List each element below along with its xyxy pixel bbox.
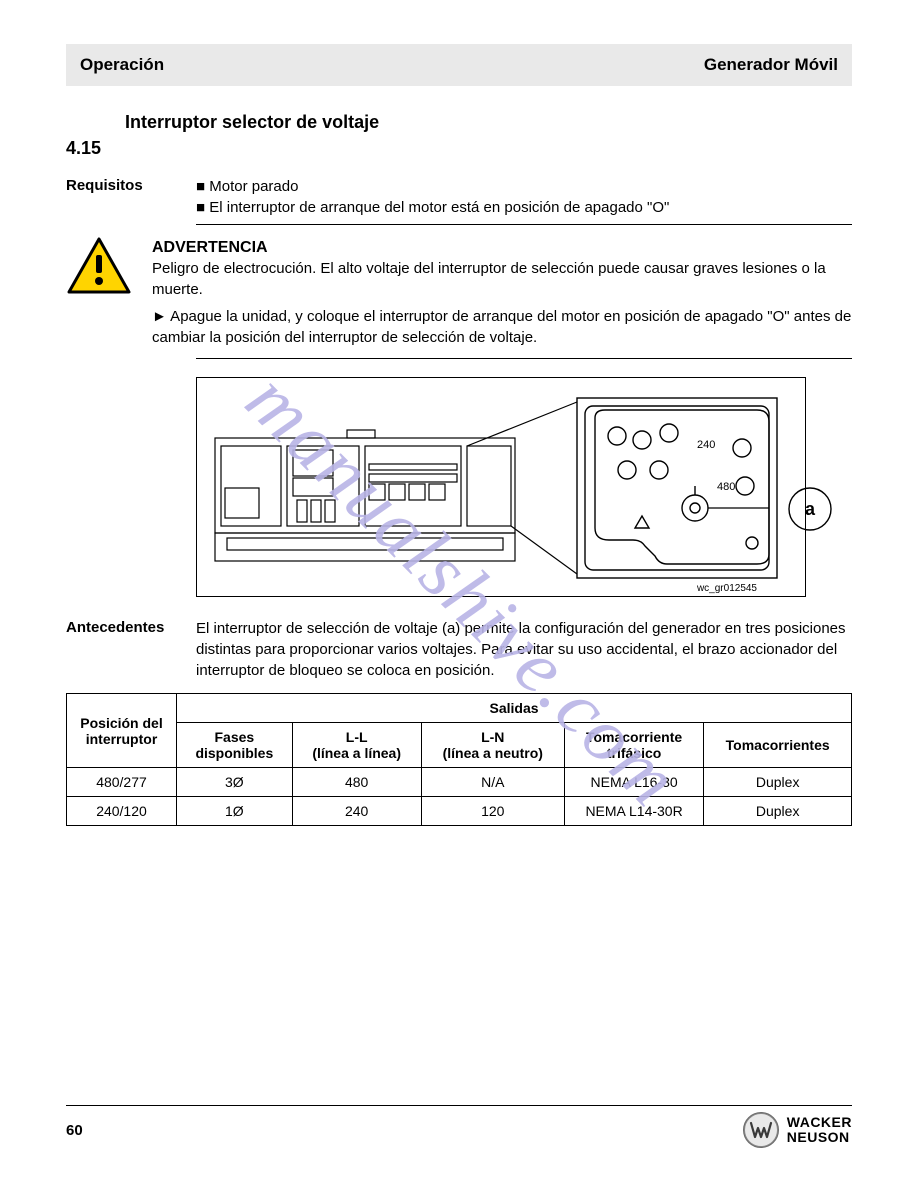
th-col: Tomacorrientes (704, 723, 852, 768)
section-heading: 4.15 Interruptor selector de voltaje (66, 112, 852, 159)
td: 240 (292, 797, 421, 826)
warning-action: ► Apague la unidad, y coloque el interru… (152, 307, 852, 348)
th-span: Salidas (177, 694, 852, 723)
td: 480/277 (67, 768, 177, 797)
brand-logo: WACKER NEUSON (743, 1112, 852, 1148)
requirements-block: Requisitos ■ Motor parado ■ El interrupt… (66, 177, 852, 218)
header-right: Generador Móvil (704, 55, 838, 75)
warning-triangle-icon (66, 237, 132, 295)
warning-body: ADVERTENCIA Peligro de electrocución. El… (152, 237, 852, 348)
td: N/A (421, 768, 564, 797)
background-text: El interruptor de selección de voltaje (… (196, 619, 852, 681)
section-number: 4.15 (66, 138, 101, 159)
brand-text: WACKER NEUSON (787, 1115, 852, 1144)
page-footer: 60 WACKER NEUSON (66, 1105, 852, 1148)
requirements-label: Requisitos (66, 177, 196, 218)
header-left: Operación (80, 55, 164, 75)
table-row: 480/277 3Ø 480 N/A NEMA L16-30 Duplex (67, 768, 852, 797)
callout-letter: a (787, 486, 833, 532)
warning-icon-box (66, 237, 152, 300)
req-item-1: El interruptor de arranque del motor est… (209, 199, 669, 216)
table-wrap: Posición del interruptor Salidas Fases d… (66, 693, 852, 826)
diagram-label-480: 480 (717, 481, 735, 493)
table-row: Posición del interruptor Salidas (67, 694, 852, 723)
td: 120 (421, 797, 564, 826)
list-item: ■ Motor parado (196, 177, 852, 198)
brand-line1: WACKER (787, 1115, 852, 1130)
background-block: Antecedentes El interruptor de selección… (66, 619, 852, 681)
divider (196, 358, 852, 359)
diagram-svg: 240 480 (197, 378, 807, 598)
requirements-content: ■ Motor parado ■ El interruptor de arran… (196, 177, 852, 218)
td: 3Ø (177, 768, 293, 797)
brand-line2: NEUSON (787, 1130, 852, 1145)
td: 480 (292, 768, 421, 797)
th-col: L-N (línea a neutro) (421, 723, 564, 768)
page-number: 60 (66, 1122, 83, 1139)
brand-mark-icon (743, 1112, 779, 1148)
th-col: Tomacorriente trifásico (564, 723, 703, 768)
warning-head: ADVERTENCIA (152, 237, 852, 259)
page: Operación Generador Móvil 4.15 Interrupt… (0, 0, 918, 1188)
td: NEMA L16-30 (564, 768, 703, 797)
td: 240/120 (67, 797, 177, 826)
table-row: Fases disponibles L-L (línea a línea) L-… (67, 723, 852, 768)
warning-text: Peligro de electrocución. El alto voltaj… (152, 259, 852, 300)
voltage-table: Posición del interruptor Salidas Fases d… (66, 693, 852, 826)
figure: 240 480 a wc_gr012545 (196, 377, 806, 597)
th-col: Fases disponibles (177, 723, 293, 768)
warning-block: ADVERTENCIA Peligro de electrocución. El… (66, 237, 852, 348)
section-title: Interruptor selector de voltaje (125, 112, 379, 159)
divider (196, 224, 852, 225)
td: NEMA L14-30R (564, 797, 703, 826)
callout-circle: a (787, 486, 833, 537)
th-col: L-L (línea a línea) (292, 723, 421, 768)
diagram-label-240: 240 (697, 439, 715, 451)
list-item: ■ El interruptor de arranque del motor e… (196, 198, 852, 219)
page-header: Operación Generador Móvil (66, 44, 852, 86)
background-label: Antecedentes (66, 619, 196, 681)
table-row: 240/120 1Ø 240 120 NEMA L14-30R Duplex (67, 797, 852, 826)
th-corner: Posición del interruptor (67, 694, 177, 768)
req-item-0: Motor parado (209, 178, 298, 195)
td: 1Ø (177, 797, 293, 826)
td: Duplex (704, 797, 852, 826)
td: Duplex (704, 768, 852, 797)
figure-id: wc_gr012545 (697, 583, 757, 594)
divider (66, 1105, 852, 1106)
